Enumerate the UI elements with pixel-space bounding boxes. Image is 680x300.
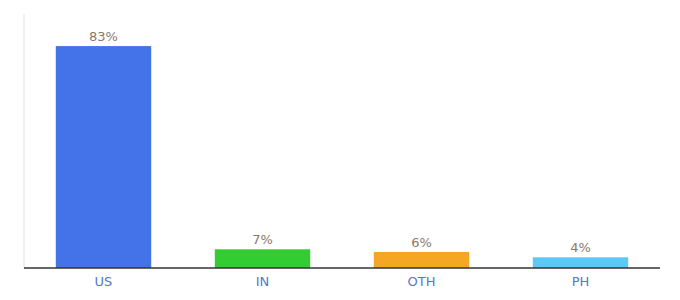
bars bbox=[56, 46, 628, 268]
bar bbox=[374, 252, 469, 268]
bar bbox=[533, 257, 628, 268]
data-label: 4% bbox=[570, 240, 591, 255]
bar bbox=[215, 249, 310, 268]
x-tick-label: OTH bbox=[408, 274, 436, 289]
bar bbox=[56, 46, 151, 268]
data-label: 83% bbox=[89, 29, 118, 44]
chart-container: 83% 7% 6% 4% US IN OTH PH bbox=[0, 0, 680, 300]
data-labels: 83% 7% 6% 4% bbox=[89, 29, 591, 255]
x-tick-label: PH bbox=[572, 274, 590, 289]
y-axis-line bbox=[24, 14, 25, 268]
chart: 83% 7% 6% 4% US IN OTH PH bbox=[0, 0, 680, 300]
x-tick-label: US bbox=[95, 274, 113, 289]
x-tick-label: IN bbox=[256, 274, 270, 289]
x-ticks: US IN OTH PH bbox=[95, 274, 590, 289]
x-axis-line bbox=[24, 267, 660, 269]
data-label: 7% bbox=[252, 232, 273, 247]
data-label: 6% bbox=[411, 235, 432, 250]
